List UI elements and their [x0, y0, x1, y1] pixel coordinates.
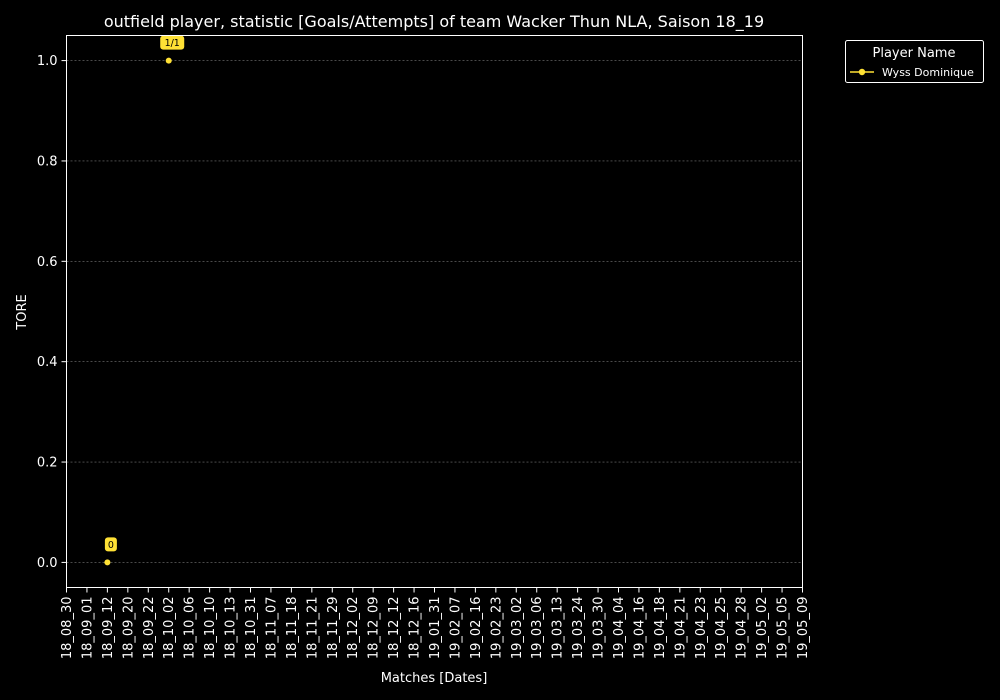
- y-tick-label: 0.4: [37, 355, 58, 370]
- x-tick-label: 18_12_09: [367, 597, 382, 660]
- x-tick-label: 19_03_13: [551, 597, 566, 660]
- x-tick-label: 19_02_23: [489, 597, 504, 660]
- legend-series-marker: [858, 68, 866, 76]
- grid-lines: [66, 60, 803, 563]
- x-tick-label: 18_11_07: [264, 597, 279, 660]
- y-tick-label: 0.2: [37, 456, 58, 471]
- x-tick-label: 19_04_28: [735, 597, 750, 660]
- x-tick-label: 18_12_12: [387, 597, 402, 660]
- x-tick-label: 19_03_24: [571, 597, 586, 660]
- x-tick-label: 18_10_02: [162, 597, 177, 660]
- data-label-box: [160, 35, 185, 50]
- x-tick-label: 19_04_21: [673, 597, 688, 660]
- x-tick-label: 19_03_02: [510, 597, 525, 660]
- x-axis-ticks: 18_08_30 18_09_01 18_09_12 18_09_20 18_09_22…: [60, 587, 811, 660]
- data-label: 1/1: [165, 38, 180, 49]
- x-tick-label: 18_09_20: [121, 597, 136, 660]
- x-tick-label: 18_09_12: [101, 597, 116, 660]
- x-tick-label: 18_10_06: [183, 597, 198, 660]
- x-tick-label: 18_12_16: [408, 597, 423, 660]
- plot-area-frame: [66, 35, 803, 588]
- x-tick-label: 18_11_18: [285, 597, 300, 660]
- x-tick-label: 19_04_18: [653, 597, 668, 660]
- chart-title: outfield player, statistic [Goals/Attemp…: [104, 12, 764, 32]
- x-tick-label: 18_09_22: [142, 597, 157, 660]
- x-tick-label: 19_04_16: [632, 597, 647, 660]
- legend: Player Name Wyss Dominique: [845, 40, 984, 83]
- data-point: [104, 559, 111, 566]
- x-tick-label: 19_05_09: [796, 597, 811, 660]
- x-tick-label: 18_10_13: [224, 597, 239, 660]
- x-tick-label: 18_11_21: [305, 597, 320, 660]
- x-tick-label: 18_10_31: [244, 597, 259, 660]
- data-point: [165, 57, 172, 64]
- x-tick-label: 19_03_06: [530, 597, 545, 660]
- x-tick-label: 19_05_02: [755, 597, 770, 660]
- x-tick-label: 19_04_25: [714, 597, 729, 660]
- x-tick-label: 19_02_07: [448, 597, 463, 660]
- y-axis-ticks: 0.0 0.2 0.4 0.6 0.8 1.0: [37, 54, 67, 571]
- legend-series-label: Wyss Dominique: [882, 66, 974, 79]
- legend-title: Player Name: [873, 46, 956, 61]
- data-label: 0: [108, 540, 114, 551]
- x-tick-label: 18_11_29: [326, 597, 341, 660]
- x-tick-label: 19_05_05: [776, 597, 791, 660]
- x-tick-label: 18_12_02: [346, 597, 361, 660]
- y-axis-title: TORE: [15, 294, 30, 330]
- x-tick-label: 19_01_31: [428, 597, 443, 660]
- x-tick-label: 18_10_10: [203, 597, 218, 660]
- y-tick-label: 0.8: [37, 154, 58, 169]
- x-tick-label: 19_04_23: [694, 597, 709, 660]
- y-tick-label: 0.6: [37, 255, 58, 270]
- x-tick-label: 18_09_01: [80, 597, 95, 660]
- data-label-box: [104, 537, 117, 552]
- y-tick-label: 1.0: [37, 54, 58, 69]
- x-tick-label: 19_04_04: [612, 597, 627, 660]
- y-tick-label: 0.0: [37, 556, 58, 571]
- legend-box: [845, 40, 984, 83]
- x-tick-label: 19_03_30: [592, 597, 607, 660]
- x-tick-label: 19_02_16: [469, 597, 484, 660]
- x-tick-label: 18_08_30: [60, 597, 75, 660]
- series-layer: 0 1/1: [104, 35, 185, 566]
- x-axis-title: Matches [Dates]: [381, 671, 488, 686]
